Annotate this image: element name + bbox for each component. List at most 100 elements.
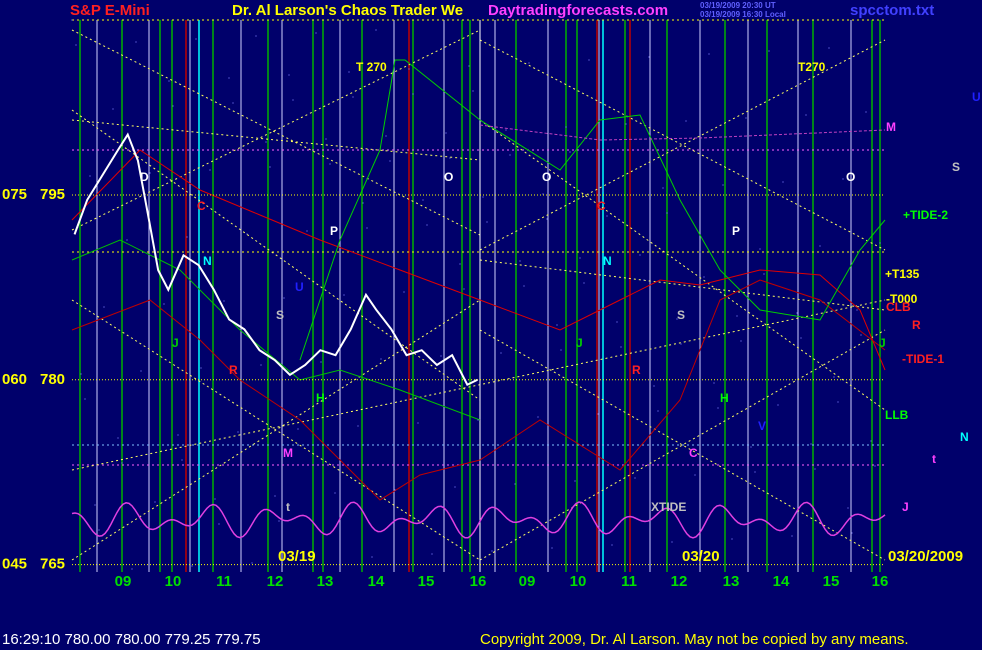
file: spcctom.txt [850,2,934,19]
star [847,507,849,509]
star [362,202,364,204]
star [89,175,91,177]
star [121,462,123,464]
star [380,358,382,360]
red-curve [71,279,886,501]
star [472,90,474,92]
star [874,465,876,467]
star [459,263,461,265]
star [828,47,830,49]
star [195,38,197,40]
star [426,224,428,226]
star [856,309,858,311]
star [371,556,373,558]
green-curve [71,239,481,421]
annotation: H [316,391,325,405]
x-tick-label: 14 [368,573,385,590]
angle-line [71,119,481,161]
star [542,193,544,195]
star [306,230,308,232]
annotation: D [140,170,149,184]
star [140,370,142,372]
star [560,349,562,351]
star [763,273,765,275]
star [394,489,396,491]
star [588,59,590,61]
star [505,129,507,131]
star [265,141,267,143]
stamp-ut: 03/19/2009 20:30 UT [700,1,776,10]
star [810,443,812,445]
star [412,93,414,95]
annotation: T270 [798,60,826,74]
star [597,413,599,415]
angle-line [479,39,886,251]
xtide-curve [71,501,886,539]
angle-line [479,259,886,311]
star [223,300,225,302]
star [602,190,604,192]
annotation: O [846,170,855,184]
star [708,53,710,55]
star [782,181,784,183]
star [606,215,608,217]
annotation: t [932,452,936,466]
title: Dr. Al Larson's Chaos Trader We [232,2,463,19]
annotation: S [677,308,685,322]
angle-line [71,299,886,471]
star [246,233,248,235]
star [870,440,872,442]
angle-line [479,119,886,411]
annotation: +TIDE-2 [903,208,948,222]
star [676,318,678,320]
star [537,416,539,418]
star [352,96,354,98]
annotation: N [960,430,969,444]
annotation: T 270 [356,60,387,74]
star [643,279,645,281]
star [463,288,465,290]
x-tick-label: 16 [470,573,487,590]
star [334,492,336,494]
x-tick-label: 13 [317,573,334,590]
star [325,138,327,140]
star [454,486,456,488]
star [445,132,447,134]
star [422,199,424,201]
star [703,276,705,278]
star [768,50,770,52]
star [329,163,331,165]
star [569,151,571,153]
annotation: O [542,170,551,184]
star [754,471,756,473]
annotation: M [886,120,896,134]
star [94,504,96,506]
star [237,431,239,433]
angle-line [71,29,481,236]
star [500,352,502,354]
star [717,407,719,409]
star [75,44,77,46]
annotation: U [295,280,304,294]
star [814,468,816,470]
star [468,65,470,67]
star [666,212,668,214]
star [879,242,881,244]
star [84,398,86,400]
y-alt-label: 060 [2,371,27,388]
star [292,99,294,101]
star [616,321,618,323]
annotation: N [603,254,612,268]
angle-line [71,109,481,401]
y-alt-label: 045 [2,556,27,573]
star [639,254,641,256]
star [680,343,682,345]
star [491,550,493,552]
star [274,495,276,497]
star [315,32,317,34]
star [509,154,511,156]
red-curve [71,149,886,371]
date: 03/20/2009 [888,548,963,565]
angle-line [479,39,886,251]
